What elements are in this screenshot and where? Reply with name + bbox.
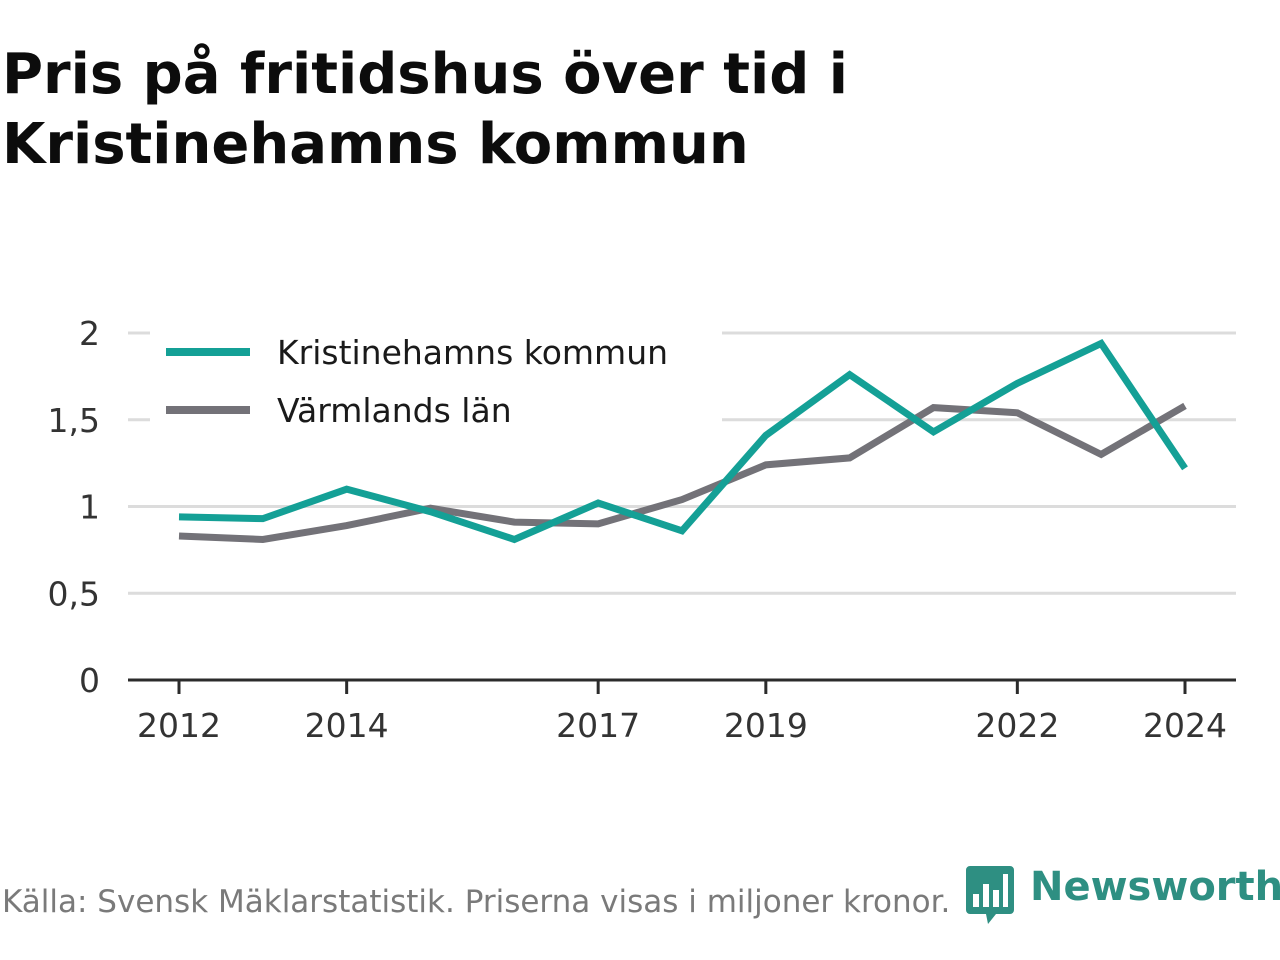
chart-title-line-1: Pris på fritidshus över tid i bbox=[2, 42, 848, 107]
series-line bbox=[178, 402, 1187, 543]
y-tick-label: 0 bbox=[79, 661, 100, 700]
y-tick-label: 1,5 bbox=[48, 401, 100, 440]
legend-label: Kristinehamns kommun bbox=[277, 333, 668, 372]
brand-name: Newsworthy bbox=[1030, 864, 1280, 910]
x-tick-label: 2014 bbox=[305, 706, 389, 745]
series-line bbox=[178, 338, 1188, 544]
y-tick-label: 2 bbox=[79, 314, 100, 353]
axes: 0 0,5 1 1,5 2 2012 2014 2017 2019 2022 2024 bbox=[48, 314, 1236, 745]
chart-title-line-2: Kristinehamns kommun bbox=[2, 112, 749, 177]
x-tick-label: 2017 bbox=[556, 706, 640, 745]
legend: Kristinehamns kommun Värmlands län bbox=[150, 326, 722, 438]
chart-title: Pris på fritidshus över tid i Kristineha… bbox=[2, 40, 1002, 180]
x-tick-label: 2024 bbox=[1143, 706, 1227, 745]
x-tick-label: 2012 bbox=[137, 706, 221, 745]
bar-chart-speech-bubble-icon bbox=[966, 866, 1014, 924]
x-tick-label: 2019 bbox=[724, 706, 808, 745]
series-lines bbox=[178, 338, 1188, 544]
newsworthy-brand[interactable]: Newsworthy bbox=[964, 862, 1280, 928]
y-tick-label: 0,5 bbox=[48, 574, 100, 613]
legend-label: Värmlands län bbox=[277, 391, 512, 430]
y-tick-label: 1 bbox=[79, 488, 100, 527]
legend-background bbox=[150, 326, 722, 438]
source-note: Källa: Svensk Mäklarstatistik. Priserna … bbox=[2, 884, 951, 920]
x-tick-label: 2022 bbox=[975, 706, 1059, 745]
